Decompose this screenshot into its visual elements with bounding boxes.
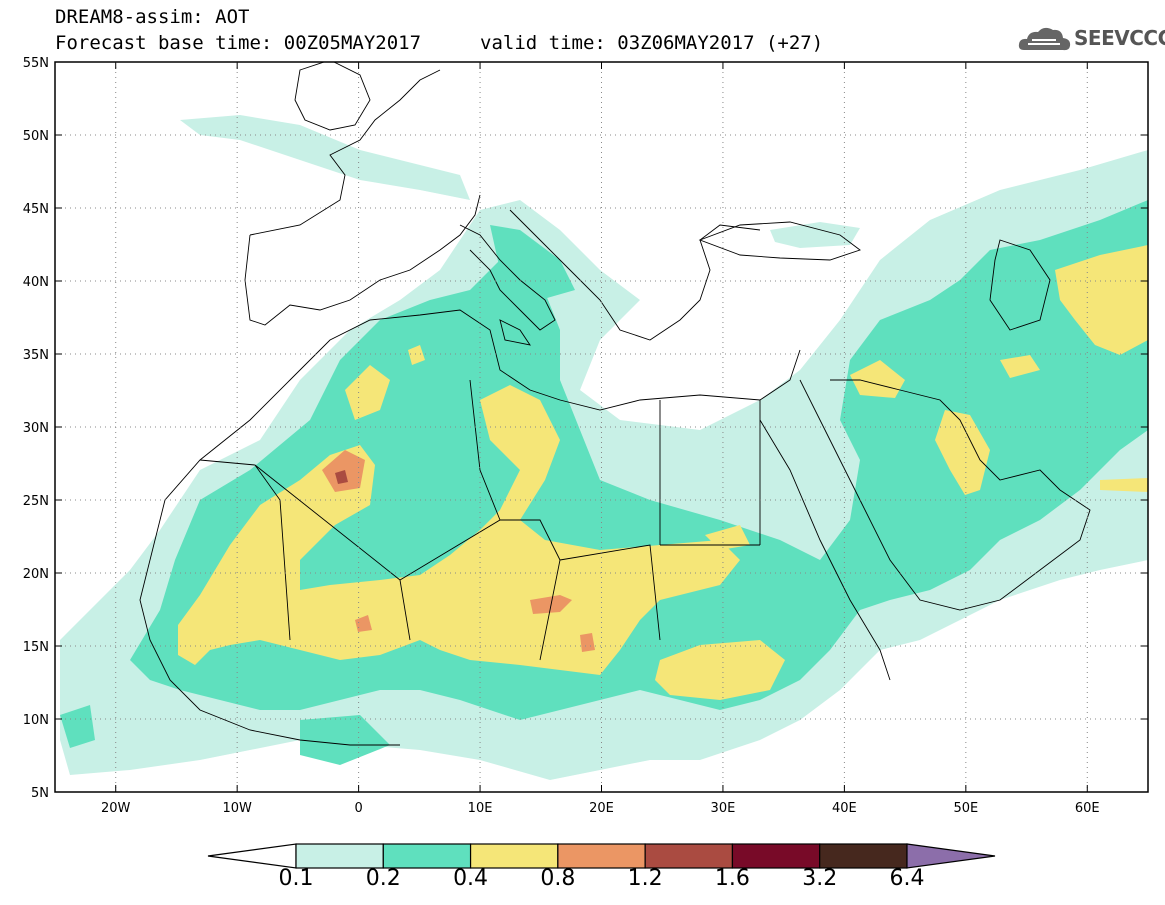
lat-label: 30N — [23, 421, 49, 436]
colorbar-under-triangle — [207, 843, 297, 869]
colorbar-segment — [382, 843, 472, 869]
colorbar-over-triangle — [906, 843, 996, 869]
colorbar-label: 1.6 — [714, 866, 750, 891]
lat-label: 15N — [23, 640, 49, 655]
valid-time: valid time: 03Z06MAY2017 (+27) — [480, 32, 824, 54]
colorbar-segment — [731, 843, 821, 869]
lat-label: 45N — [23, 202, 49, 217]
colorbar-label: 3.2 — [802, 866, 838, 891]
aot-field — [60, 115, 1148, 780]
longitude-labels: 20W 10W 0 10E 20E 30E 40E 50E 60E — [101, 801, 1100, 816]
colorbar — [207, 843, 996, 869]
lon-label: 60E — [1075, 801, 1100, 816]
lat-label: 25N — [23, 494, 49, 509]
colorbar-label: 6.4 — [889, 866, 925, 891]
cloud-logo-icon — [1018, 27, 1071, 51]
forecast-base-time: Forecast base time: 00Z05MAY2017 — [55, 32, 422, 54]
lat-label: 35N — [23, 348, 49, 363]
colorbar-segment — [819, 843, 908, 869]
colorbar-segment — [295, 843, 384, 869]
colorbar-segment — [644, 843, 734, 869]
lat-label: 55N — [23, 56, 49, 71]
latitude-labels: 55N 50N 45N 40N 35N 30N 25N 20N 15N 10N 5N — [23, 56, 49, 801]
colorbar-label: 1.2 — [627, 866, 663, 891]
lon-label: 20E — [589, 801, 614, 816]
colorbar-label: 0.2 — [365, 866, 401, 891]
colorbar-label: 0.4 — [453, 866, 489, 891]
map-title: DREAM8-assim: AOT — [55, 6, 250, 28]
colorbar-segment — [557, 843, 646, 869]
logo-text: SEEVCCC — [1074, 26, 1165, 50]
graticule — [55, 62, 1148, 792]
lon-label: 40E — [832, 801, 857, 816]
lon-label: 10E — [468, 801, 493, 816]
lat-label: 5N — [31, 786, 49, 801]
colorbar-segment — [469, 843, 559, 869]
lon-label: 0 — [354, 801, 362, 816]
lat-label: 50N — [23, 129, 49, 144]
coastlines-and-borders — [139, 62, 1091, 746]
lat-label: 10N — [23, 713, 49, 728]
colorbar-label: 0.8 — [540, 866, 576, 891]
lon-label: 30E — [711, 801, 736, 816]
lat-label: 20N — [23, 567, 49, 582]
lat-label: 40N — [23, 275, 49, 290]
lon-label: 20W — [101, 801, 131, 816]
colorbar-label: 0.1 — [278, 866, 314, 891]
lon-label: 50E — [953, 801, 978, 816]
lon-label: 10W — [222, 801, 252, 816]
axis-ticks — [55, 61, 1148, 793]
